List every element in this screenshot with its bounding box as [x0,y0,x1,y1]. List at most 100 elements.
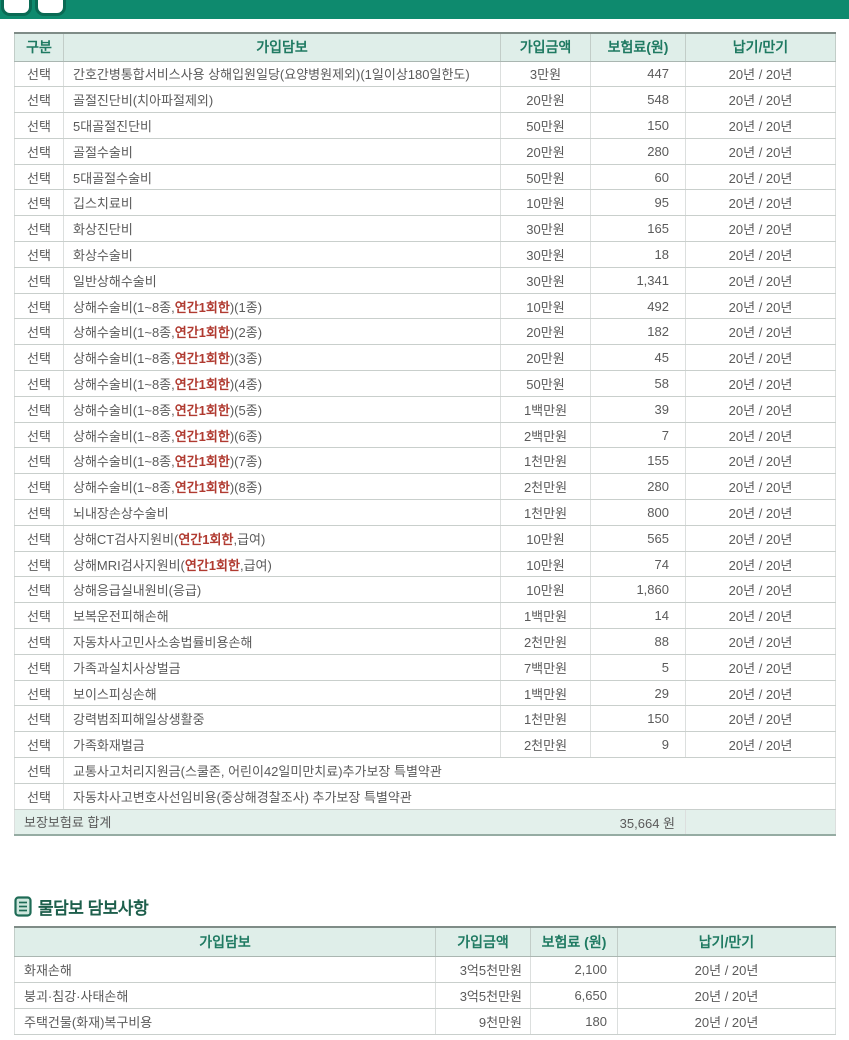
select-cell[interactable]: 선택 [14,318,64,346]
coverage-name-cell: 뇌내장손상수술비 [63,499,501,526]
coverage-row: 선택 5대골절진단비 50만원 150 20년 / 20년 [14,112,836,139]
select-cell[interactable]: 선택 [14,112,64,139]
top-bar [0,0,849,19]
coverage-row: 선택 골절수술비 20만원 280 20년 / 20년 [14,137,836,165]
document-icon [14,896,32,917]
select-cell[interactable]: 선택 [14,731,64,759]
select-cell[interactable]: 선택 [14,757,64,784]
select-cell[interactable]: 선택 [14,344,64,372]
coverage-table-body: 선택 간호간병통합서비스사용 상해입원일당(요양병원제외)(1일이상180일한도… [14,60,836,837]
header-premium: 보험료 (원) [530,926,618,957]
term-cell: 20년 / 20년 [685,266,836,294]
coverage-name-cell: 상해수술비(1~8종,연간1회한)(3종) [63,344,501,372]
select-cell[interactable]: 선택 [14,163,64,191]
select-cell[interactable]: 선택 [14,60,64,88]
select-cell[interactable]: 선택 [14,628,64,655]
select-cell[interactable]: 선택 [14,241,64,268]
select-cell[interactable]: 선택 [14,266,64,294]
premium-cell: 180 [530,1007,618,1035]
premium-cell: 800 [590,499,686,526]
premium-cell: 150 [590,112,686,139]
coverage-row: 선택 상해수술비(1~8종,연간1회한)(7종) 1천만원 155 20년 / … [14,447,836,475]
coverage-name-cell: 골절수술비 [63,137,501,165]
coverage-name-cell: 상해수술비(1~8종,연간1회한)(2종) [63,318,501,346]
term-cell: 20년 / 20년 [685,163,836,191]
select-cell[interactable]: 선택 [14,189,64,217]
term-cell: 20년 / 20년 [685,292,836,320]
select-cell[interactable]: 선택 [14,215,64,243]
header-coverage: 가입담보 [63,32,501,62]
logo-fragment [1,0,66,16]
premium-cell: 548 [590,86,686,114]
coverage-row: 선택 간호간병통합서비스사용 상해입원일당(요양병원제외)(1일이상180일한도… [14,60,836,88]
select-cell[interactable]: 선택 [14,679,64,707]
amount-cell: 20만원 [500,344,591,372]
select-cell[interactable]: 선택 [14,576,64,604]
premium-cell: 1,341 [590,266,686,294]
amount-cell: 7백만원 [500,653,591,681]
premium-cell: 447 [590,60,686,88]
coverage-name-cell: 화상진단비 [63,215,501,243]
coverage-row: 선택 가족화재벌금 2천만원 9 20년 / 20년 [14,731,836,759]
total-term-cell [685,808,836,837]
coverage-row: 선택 보이스피싱손해 1백만원 29 20년 / 20년 [14,679,836,707]
coverage-name-cell: 간호간병통합서비스사용 상해입원일당(요양병원제외)(1일이상180일한도) [63,60,501,88]
select-cell[interactable]: 선택 [14,524,64,552]
amount-cell: 1백만원 [500,602,591,630]
coverage-name-cell: 깁스치료비 [63,189,501,217]
premium-cell: 88 [590,628,686,655]
coverage-row: 선택 깁스치료비 10만원 95 20년 / 20년 [14,189,836,217]
coverage-row: 선택 화상수술비 30만원 18 20년 / 20년 [14,241,836,268]
term-cell: 20년 / 20년 [617,1007,836,1035]
term-cell: 20년 / 20년 [685,524,836,552]
select-cell[interactable]: 선택 [14,550,64,578]
coverage-row: 선택 상해수술비(1~8종,연간1회한)(4종) 50만원 58 20년 / 2… [14,370,836,397]
total-premium-cell: 보장보험료 합계 35,664 원 [14,808,686,837]
select-cell[interactable]: 선택 [14,653,64,681]
select-cell[interactable]: 선택 [14,292,64,320]
amount-cell: 20만원 [500,86,591,114]
term-cell: 20년 / 20년 [685,679,836,707]
premium-cell: 58 [590,370,686,397]
coverage-name-cell: 상해MRI검사지원비(연간1회한,급여) [63,550,501,578]
select-cell[interactable]: 선택 [14,86,64,114]
select-cell[interactable]: 선택 [14,421,64,449]
amount-cell: 50만원 [500,112,591,139]
premium-cell: 150 [590,705,686,733]
term-cell: 20년 / 20년 [685,499,836,526]
select-cell[interactable]: 선택 [14,447,64,475]
term-cell: 20년 / 20년 [685,60,836,88]
coverage-name-cell: 상해수술비(1~8종,연간1회한)(7종) [63,447,501,475]
coverage-row: 선택 상해수술비(1~8종,연간1회한)(2종) 20만원 182 20년 / … [14,318,836,346]
header-premium: 보험료(원) [590,32,686,62]
select-cell[interactable]: 선택 [14,782,64,810]
term-cell: 20년 / 20년 [685,112,836,139]
select-cell[interactable]: 선택 [14,602,64,630]
term-cell: 20년 / 20년 [685,628,836,655]
property-row: 주택건물(화재)복구비용 9천만원 180 20년 / 20년 [14,1007,836,1035]
select-cell[interactable]: 선택 [14,499,64,526]
premium-cell: 45 [590,344,686,372]
amount-cell: 2백만원 [500,421,591,449]
premium-cell: 60 [590,163,686,191]
coverage-row: 선택 자동차사고민사소송법률비용손해 2천만원 88 20년 / 20년 [14,628,836,655]
premium-cell: 492 [590,292,686,320]
property-table: 가입담보 가입금액 보험료 (원) 납기/만기 화재손해 3억5천만원 2,10… [14,926,836,1035]
select-cell[interactable]: 선택 [14,705,64,733]
term-cell: 20년 / 20년 [685,370,836,397]
amount-cell: 20만원 [500,137,591,165]
select-cell[interactable]: 선택 [14,137,64,165]
select-cell[interactable]: 선택 [14,473,64,501]
coverage-row: 선택 골절진단비(치아파절제외) 20만원 548 20년 / 20년 [14,86,836,114]
select-cell[interactable]: 선택 [14,370,64,397]
header-amount: 가입금액 [500,32,591,62]
coverage-row: 선택 화상진단비 30만원 165 20년 / 20년 [14,215,836,243]
term-cell: 20년 / 20년 [685,189,836,217]
select-cell[interactable]: 선택 [14,395,64,423]
coverage-name-cell: 주택건물(화재)복구비용 [14,1007,436,1035]
premium-cell: 7 [590,421,686,449]
coverage-name-cell: 자동차사고민사소송법률비용손해 [63,628,501,655]
premium-cell: 182 [590,318,686,346]
header-amount: 가입금액 [435,926,531,957]
amount-cell: 2천만원 [500,731,591,759]
